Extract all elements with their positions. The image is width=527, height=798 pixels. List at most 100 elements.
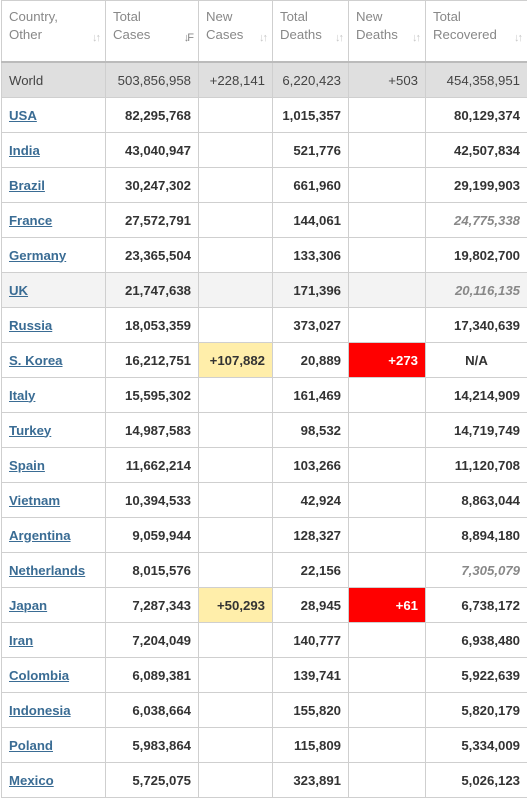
country-link[interactable]: Russia	[9, 318, 52, 333]
country-link[interactable]: Argentina	[9, 528, 71, 543]
cell-total-deaths: 323,891	[273, 763, 349, 798]
cell-total-deaths: 139,741	[273, 658, 349, 693]
header-line-1: Total	[113, 9, 141, 24]
cell-total-deaths: 171,396	[273, 273, 349, 308]
cell-total-cases: 82,295,768	[106, 98, 199, 133]
cell-new-deaths	[349, 658, 426, 693]
cell-new-deaths	[349, 693, 426, 728]
sort-arrows-icon[interactable]: ↓↑	[412, 29, 419, 47]
cell-total-recovered: 8,863,044	[426, 483, 527, 518]
cell-country: India	[2, 133, 106, 168]
country-link[interactable]: Germany	[9, 248, 66, 263]
cell-total-recovered: 6,938,480	[426, 623, 527, 658]
cell-new-cases	[199, 658, 273, 693]
cell-total-recovered: 42,507,834	[426, 133, 527, 168]
country-link[interactable]: Italy	[9, 388, 35, 403]
cell-new-deaths	[349, 168, 426, 203]
cell-total-cases: 8,015,576	[106, 553, 199, 588]
cell-new-deaths	[349, 728, 426, 763]
cell-total-deaths: 133,306	[273, 238, 349, 273]
cell-country: World	[2, 62, 106, 98]
cell-total-recovered: 7,305,079	[426, 553, 527, 588]
header-line-2: Cases	[113, 27, 150, 42]
cell-total-deaths: 22,156	[273, 553, 349, 588]
column-header-country[interactable]: Country, Other ↓↑	[2, 1, 106, 63]
column-header-total-recovered[interactable]: Total Recovered ↓↑	[426, 1, 527, 63]
country-link[interactable]: France	[9, 213, 52, 228]
cell-new-deaths: +503	[349, 62, 426, 98]
cell-total-cases: 23,365,504	[106, 238, 199, 273]
cell-total-cases: 30,247,302	[106, 168, 199, 203]
sort-arrows-icon[interactable]: ↓↑	[92, 29, 99, 47]
cell-total-recovered: 5,922,639	[426, 658, 527, 693]
country-link[interactable]: Japan	[9, 598, 47, 613]
cell-total-deaths: 28,945	[273, 588, 349, 623]
cell-new-cases	[199, 623, 273, 658]
table-body: World 503,856,958 +228,141 6,220,423 +50…	[2, 62, 527, 798]
header-line-1: Total	[280, 9, 308, 24]
column-header-total-cases[interactable]: Total Cases ↓F	[106, 1, 199, 63]
country-link[interactable]: Brazil	[9, 178, 45, 193]
cell-new-deaths	[349, 483, 426, 518]
country-link[interactable]: USA	[9, 108, 37, 123]
country-link[interactable]: Netherlands	[9, 563, 85, 578]
country-link[interactable]: Mexico	[9, 773, 54, 788]
country-link[interactable]: Colombia	[9, 668, 69, 683]
country-link[interactable]: Poland	[9, 738, 53, 753]
sort-arrows-icon[interactable]: ↓↑	[514, 29, 521, 47]
cell-total-recovered: 11,120,708	[426, 448, 527, 483]
cell-total-recovered: 17,340,639	[426, 308, 527, 343]
sort-desc-active-icon[interactable]: ↓F	[184, 29, 192, 47]
cell-total-deaths: 144,061	[273, 203, 349, 238]
cell-new-deaths	[349, 98, 426, 133]
country-link[interactable]: Vietnam	[9, 493, 60, 508]
cell-new-cases	[199, 308, 273, 343]
cell-country: Brazil	[2, 168, 106, 203]
cell-new-cases	[199, 553, 273, 588]
cell-total-cases: 11,662,214	[106, 448, 199, 483]
column-header-new-cases[interactable]: New Cases ↓↑	[199, 1, 273, 63]
column-header-total-deaths[interactable]: Total Deaths ↓↑	[273, 1, 349, 63]
cell-total-recovered: 14,719,749	[426, 413, 527, 448]
cell-new-cases	[199, 203, 273, 238]
cell-new-deaths	[349, 238, 426, 273]
cell-total-cases: 6,089,381	[106, 658, 199, 693]
cell-total-deaths: 6,220,423	[273, 62, 349, 98]
sort-arrows-icon[interactable]: ↓↑	[335, 29, 342, 47]
cell-total-deaths: 128,327	[273, 518, 349, 553]
column-header-new-deaths[interactable]: New Deaths ↓↑	[349, 1, 426, 63]
sort-arrows-icon[interactable]: ↓↑	[259, 29, 266, 47]
cell-new-cases	[199, 98, 273, 133]
country-link[interactable]: Indonesia	[9, 703, 71, 718]
country-link[interactable]: S. Korea	[9, 353, 63, 368]
country-link[interactable]: India	[9, 143, 40, 158]
cell-new-deaths	[349, 448, 426, 483]
country-link[interactable]: UK	[9, 283, 28, 298]
table-header: Country, Other ↓↑ Total Cases ↓F New Cas…	[2, 1, 527, 63]
cell-total-recovered: 5,820,179	[426, 693, 527, 728]
cell-total-recovered: 5,026,123	[426, 763, 527, 798]
cell-country: Mexico	[2, 763, 106, 798]
cell-new-deaths	[349, 378, 426, 413]
cell-total-cases: 6,038,664	[106, 693, 199, 728]
country-link[interactable]: Turkey	[9, 423, 51, 438]
cell-new-cases	[199, 763, 273, 798]
country-link[interactable]: Spain	[9, 458, 45, 473]
cell-total-deaths: 373,027	[273, 308, 349, 343]
cell-new-deaths: +273	[349, 343, 426, 378]
cell-new-cases	[199, 728, 273, 763]
cell-country: USA	[2, 98, 106, 133]
cell-country: France	[2, 203, 106, 238]
cell-country: Russia	[2, 308, 106, 343]
cell-new-deaths	[349, 553, 426, 588]
cell-total-recovered: N/A	[426, 343, 527, 378]
header-line-1: New	[206, 9, 232, 24]
country-link[interactable]: Iran	[9, 633, 33, 648]
